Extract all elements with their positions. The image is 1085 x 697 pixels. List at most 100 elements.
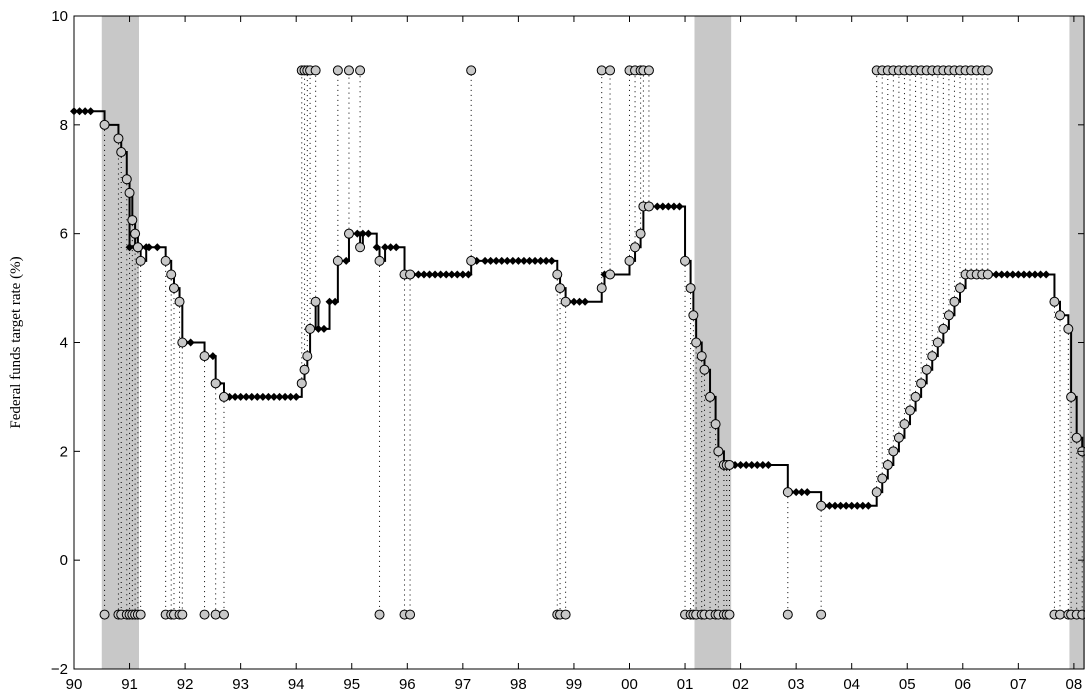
indicator-marker bbox=[724, 609, 735, 620]
x-tick-label: 97 bbox=[455, 676, 472, 693]
diamond-marker bbox=[486, 256, 495, 265]
diamond-marker bbox=[392, 243, 401, 252]
indicator-marker bbox=[177, 609, 188, 620]
circle-marker bbox=[1055, 310, 1066, 321]
diamond-marker bbox=[1003, 270, 1012, 279]
circle-marker bbox=[296, 378, 307, 389]
diamond-marker bbox=[419, 270, 428, 279]
diamond-marker bbox=[1025, 270, 1034, 279]
diamond-marker bbox=[464, 270, 473, 279]
circle-marker bbox=[688, 310, 699, 321]
diamond-marker bbox=[231, 392, 240, 401]
recession-band bbox=[1069, 16, 1085, 669]
y-axis-ticks: −2 0 2 4 6 8 10 bbox=[51, 8, 1084, 678]
diamond-marker bbox=[358, 229, 367, 238]
diamond-marker bbox=[436, 270, 445, 279]
x-axis-ticks: 90 91 92 93 94 95 96 97 98 99 00 01 02 03 04 05 06 07 08 bbox=[66, 16, 1082, 693]
y-tick-label: 4 bbox=[60, 335, 68, 352]
y-tick-label: 10 bbox=[51, 8, 68, 25]
diamond-marker bbox=[1008, 270, 1017, 279]
diamond-marker bbox=[1014, 270, 1023, 279]
diamond-marker bbox=[797, 488, 806, 497]
circle-marker bbox=[877, 473, 888, 484]
circle-marker bbox=[332, 255, 343, 266]
circle-marker bbox=[685, 283, 696, 294]
diamond-marker bbox=[342, 256, 351, 265]
diamond-marker bbox=[503, 256, 512, 265]
circle-marker bbox=[132, 242, 143, 253]
diamond-marker bbox=[458, 270, 467, 279]
circle-marker bbox=[199, 351, 210, 362]
circle-marker bbox=[1063, 323, 1074, 334]
circle-marker bbox=[635, 228, 646, 239]
diamond-marker bbox=[836, 501, 845, 510]
diamond-marker bbox=[325, 297, 334, 306]
diamond-marker bbox=[275, 392, 284, 401]
circle-marker bbox=[174, 296, 185, 307]
diamond-marker bbox=[669, 202, 678, 211]
circle-marker bbox=[555, 283, 566, 294]
y-tick-label: 6 bbox=[60, 226, 68, 243]
circle-marker bbox=[893, 432, 904, 443]
x-tick-label: 00 bbox=[621, 676, 638, 693]
circle-marker bbox=[955, 283, 966, 294]
diamond-marker bbox=[675, 202, 684, 211]
diamond-marker bbox=[497, 256, 506, 265]
diamond-marker bbox=[453, 270, 462, 279]
diamond-marker bbox=[747, 460, 756, 469]
diamond-marker bbox=[831, 501, 840, 510]
indicator-marker bbox=[782, 609, 793, 620]
diamond-marker bbox=[447, 270, 456, 279]
diamond-marker bbox=[236, 392, 245, 401]
circle-marker bbox=[927, 351, 938, 362]
circle-marker bbox=[466, 255, 477, 266]
circle-marker bbox=[343, 228, 354, 239]
diamond-marker bbox=[508, 256, 517, 265]
indicator-marker bbox=[605, 65, 616, 76]
diamond-marker bbox=[353, 229, 362, 238]
diamond-marker bbox=[519, 256, 528, 265]
circle-marker bbox=[124, 187, 135, 198]
indicator-marker bbox=[135, 609, 146, 620]
x-tick-label: 99 bbox=[566, 676, 583, 693]
circle-marker bbox=[932, 337, 943, 348]
circle-marker bbox=[882, 459, 893, 470]
x-tick-label: 95 bbox=[343, 676, 360, 693]
diamond-marker bbox=[575, 297, 584, 306]
circle-marker bbox=[218, 391, 229, 402]
circle-marker bbox=[299, 364, 310, 375]
circle-marker bbox=[905, 405, 916, 416]
indicator-marker bbox=[310, 65, 321, 76]
circle-marker bbox=[691, 337, 702, 348]
diamond-marker bbox=[753, 460, 762, 469]
x-tick-label: 05 bbox=[899, 676, 916, 693]
diamond-marker bbox=[736, 460, 745, 469]
diamond-marker bbox=[269, 392, 278, 401]
x-tick-label: 96 bbox=[399, 676, 416, 693]
circle-marker bbox=[724, 459, 735, 470]
indicator-marker bbox=[560, 609, 571, 620]
diamond-marker bbox=[86, 107, 95, 116]
y-tick-label: −2 bbox=[51, 661, 68, 678]
circle-marker bbox=[938, 323, 949, 334]
diamond-marker bbox=[425, 270, 434, 279]
x-tick-label: 94 bbox=[288, 676, 305, 693]
diamond-marker bbox=[1019, 270, 1028, 279]
indicator-marker bbox=[355, 65, 366, 76]
circle-marker bbox=[99, 119, 110, 130]
circle-marker bbox=[982, 269, 993, 280]
x-tick-label: 03 bbox=[788, 676, 805, 693]
circle-marker bbox=[127, 215, 138, 226]
diamond-marker bbox=[1036, 270, 1045, 279]
diamond-marker bbox=[664, 202, 673, 211]
indicator-marker bbox=[405, 609, 416, 620]
indicator-marker bbox=[332, 65, 343, 76]
diamond-marker bbox=[758, 460, 767, 469]
diamond-marker bbox=[258, 392, 267, 401]
rate-step-line-group bbox=[74, 110, 1084, 507]
circle-marker bbox=[113, 133, 124, 144]
diamond-marker bbox=[742, 460, 751, 469]
y-tick-label: 2 bbox=[60, 443, 68, 460]
x-tick-label: 06 bbox=[954, 676, 971, 693]
